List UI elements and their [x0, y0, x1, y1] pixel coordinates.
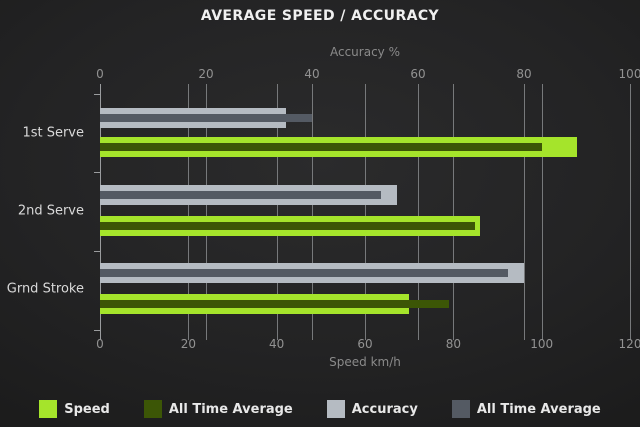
legend-item-all-time-average-3[interactable]: All Time Average — [451, 400, 601, 418]
gridline-accuracy-60 — [418, 84, 419, 340]
bar-all-time-average-speed-3 — [100, 300, 449, 308]
category-axis-tick-2 — [94, 251, 100, 252]
category-label-3: Grnd Stroke — [6, 281, 84, 296]
legend-label-1: All Time Average — [168, 401, 293, 417]
top-tick-label-60: 60 — [410, 67, 426, 81]
gridline-speed-60 — [365, 84, 366, 340]
category-axis-tick-0 — [94, 94, 100, 95]
bottom-tick-label-20: 20 — [180, 337, 196, 351]
gridline-speed-80 — [453, 84, 454, 340]
top-tick-label-40: 40 — [304, 67, 320, 81]
gridline-speed-120 — [630, 84, 631, 340]
gridline-accuracy-20 — [206, 84, 207, 340]
category-label-2: 2nd Serve — [17, 203, 84, 218]
top-axis-title: Accuracy % — [329, 45, 400, 59]
bottom-tick-label-100: 100 — [530, 337, 554, 351]
top-tick-label-20: 20 — [198, 67, 214, 81]
legend-item-accuracy-2[interactable]: Accuracy — [326, 400, 418, 418]
bottom-tick-label-60: 60 — [357, 337, 373, 351]
bottom-axis-title: Speed km/h — [329, 355, 401, 369]
plot-area — [94, 84, 631, 340]
gridline-speed-100 — [542, 84, 543, 340]
legend-label-2: Accuracy — [351, 401, 418, 417]
legend-swatch-3 — [451, 400, 470, 418]
bar-all-time-average-speed-1 — [100, 143, 542, 151]
legend-label-3: All Time Average — [476, 401, 601, 417]
top-tick-label-100: 100 — [618, 67, 640, 81]
bottom-tick-label-40: 40 — [269, 337, 285, 351]
bar-all-time-average-accuracy-3 — [100, 269, 508, 277]
legend-swatch-1 — [143, 400, 162, 418]
legend-swatch-0 — [39, 400, 58, 418]
gridline-accuracy-80 — [524, 84, 525, 340]
bottom-tick-label-0: 0 — [96, 337, 104, 351]
gridline-speed-40 — [277, 84, 278, 340]
bottom-tick-label-80: 80 — [445, 337, 461, 351]
legend-item-speed-0[interactable]: Speed — [39, 400, 110, 418]
bar-all-time-average-accuracy-1 — [100, 114, 312, 122]
bar-all-time-average-speed-2 — [100, 222, 475, 230]
legend-swatch-2 — [326, 400, 345, 418]
category-axis-tick-1 — [94, 172, 100, 173]
gridline-speed-20 — [188, 84, 189, 340]
legend: Speed All Time Average Accuracy All Time Av… — [0, 396, 640, 422]
chart-title: AVERAGE SPEED / ACCURACY — [200, 8, 440, 24]
top-tick-label-80: 80 — [516, 67, 532, 81]
legend-label-0: Speed — [64, 401, 110, 417]
bar-all-time-average-accuracy-2 — [100, 191, 381, 199]
category-axis-tick-3 — [94, 330, 100, 331]
bottom-tick-label-120: 120 — [618, 337, 640, 351]
gridline-accuracy-40 — [312, 84, 313, 340]
legend-item-all-time-average-1[interactable]: All Time Average — [143, 400, 293, 418]
category-axis-line — [100, 84, 101, 340]
category-label-1: 1st Serve — [22, 125, 84, 140]
top-tick-label-0: 0 — [96, 67, 104, 81]
